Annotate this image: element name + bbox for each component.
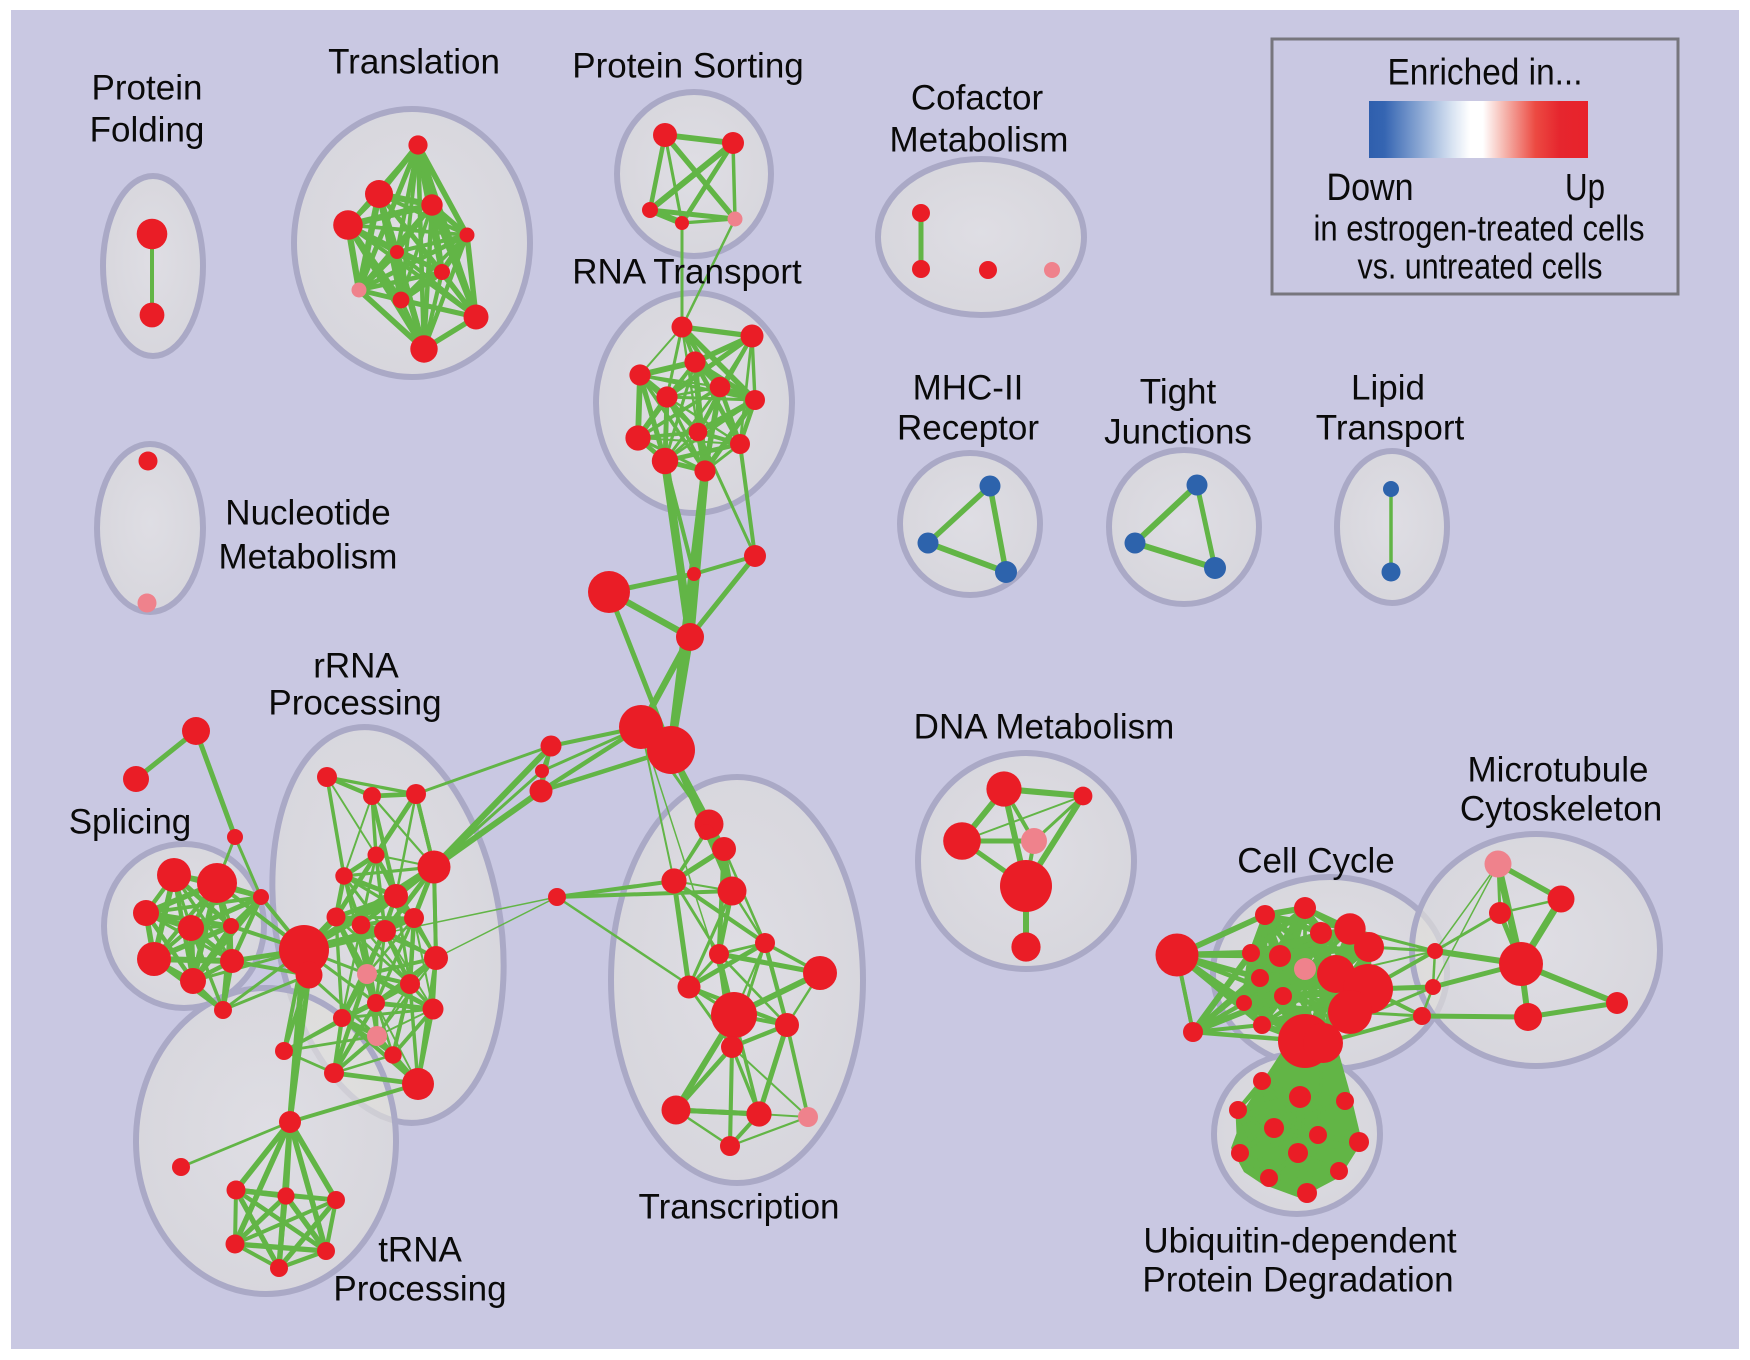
- svg-text:DNA Metabolism: DNA Metabolism: [914, 708, 1175, 747]
- svg-text:Enriched in...: Enriched in...: [1388, 52, 1583, 93]
- svg-text:Transport: Transport: [1316, 409, 1465, 448]
- svg-text:Lipid: Lipid: [1351, 369, 1425, 408]
- svg-text:Protein Sorting: Protein Sorting: [572, 47, 804, 86]
- svg-text:tRNA: tRNA: [378, 1231, 462, 1270]
- svg-text:Folding: Folding: [90, 111, 205, 150]
- svg-text:Metabolism: Metabolism: [219, 538, 398, 577]
- svg-text:RNA Transport: RNA Transport: [572, 253, 802, 292]
- svg-text:Cofactor: Cofactor: [911, 79, 1044, 118]
- svg-text:Translation: Translation: [328, 43, 500, 82]
- svg-text:Receptor: Receptor: [897, 409, 1039, 448]
- svg-text:Up: Up: [1565, 167, 1605, 209]
- svg-text:MHC-II: MHC-II: [913, 369, 1024, 408]
- svg-text:Microtubule: Microtubule: [1468, 751, 1649, 790]
- svg-text:Protein: Protein: [92, 69, 203, 108]
- svg-text:vs. untreated cells: vs. untreated cells: [1358, 246, 1603, 287]
- svg-text:in estrogen-treated cells: in estrogen-treated cells: [1314, 208, 1645, 249]
- svg-text:Transcription: Transcription: [639, 1188, 840, 1227]
- svg-text:rRNA: rRNA: [313, 647, 399, 686]
- svg-text:Ubiquitin-dependent: Ubiquitin-dependent: [1143, 1222, 1457, 1261]
- svg-text:Splicing: Splicing: [69, 803, 192, 842]
- svg-text:Junctions: Junctions: [1104, 413, 1252, 452]
- svg-text:Protein Degradation: Protein Degradation: [1142, 1261, 1453, 1300]
- svg-text:Metabolism: Metabolism: [890, 121, 1069, 160]
- svg-text:Processing: Processing: [268, 684, 441, 723]
- svg-text:Tight: Tight: [1140, 373, 1217, 412]
- svg-text:Processing: Processing: [333, 1270, 506, 1309]
- svg-text:Cell Cycle: Cell Cycle: [1237, 842, 1395, 881]
- svg-text:Cytoskeleton: Cytoskeleton: [1460, 790, 1662, 829]
- svg-text:Nucleotide: Nucleotide: [225, 494, 390, 533]
- svg-text:Down: Down: [1327, 167, 1414, 209]
